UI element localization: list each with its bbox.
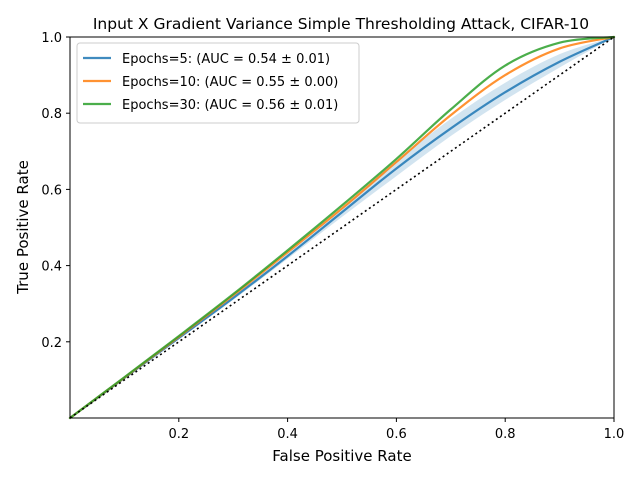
y-axis-title: True Positive Rate: [14, 160, 32, 295]
x-tick-label: 0.6: [386, 427, 407, 442]
legend-box: [76, 42, 360, 124]
x-tick-label: 0.8: [495, 427, 516, 442]
y-tick-label: 0.2: [41, 336, 62, 351]
x-tick-label: 0.2: [168, 427, 189, 442]
roc-lines: [68, 35, 616, 420]
legend-label-2: Epochs=10: (AUC = 0.55 ± 0.00): [122, 75, 338, 90]
y-tick-label: 0.4: [41, 260, 62, 275]
x-axis-title: False Positive Rate: [272, 447, 411, 465]
y-tick-label: 0.8: [41, 107, 62, 122]
legend-label-1: Epochs=5: (AUC = 0.54 ± 0.01): [122, 52, 330, 67]
legend: Epochs=5: (AUC = 0.54 ± 0.01) Epochs=10: …: [76, 42, 360, 124]
legend-label-3: Epochs=30: (AUC = 0.56 ± 0.01): [122, 98, 338, 113]
chance-diagonal: [69, 36, 615, 419]
series-line-3: [68, 35, 616, 420]
chart-title: Input X Gradient Variance Simple Thresho…: [93, 15, 589, 33]
x-tick-label: 0.4: [277, 427, 298, 442]
plot-area-frame: [69, 36, 615, 419]
y-tick-label: 1.0: [41, 31, 62, 46]
x-axis-ticks: 0.2 0.4 0.6 0.8 1.0: [168, 418, 624, 442]
y-axis-ticks: 0.2 0.4 0.6 0.8 1.0: [41, 31, 70, 351]
x-tick-label: 1.0: [604, 427, 625, 442]
y-tick-label: 0.6: [41, 183, 62, 198]
